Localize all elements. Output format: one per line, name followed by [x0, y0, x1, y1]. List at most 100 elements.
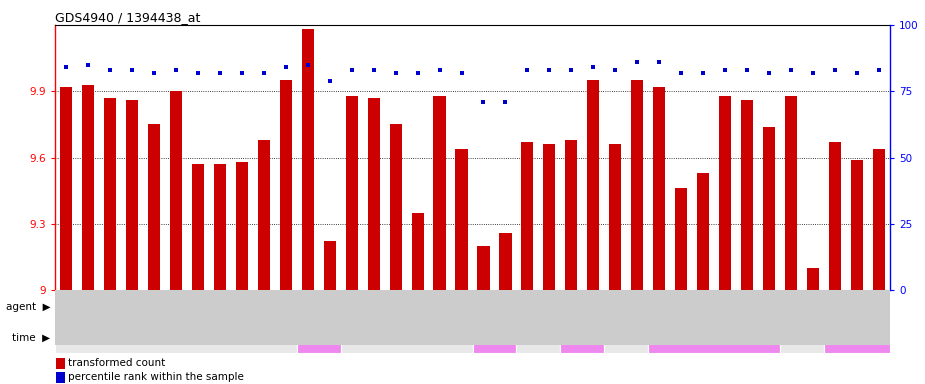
Bar — [55, 292, 165, 322]
Point — [322, 78, 337, 84]
Text: 6 h: 6 h — [487, 333, 502, 343]
Point — [652, 59, 667, 65]
Bar — [604, 323, 648, 353]
Text: 168 h: 168 h — [842, 333, 872, 343]
Bar — [60, 87, 72, 290]
Bar — [807, 268, 820, 290]
Bar — [346, 96, 358, 290]
Point — [191, 70, 205, 76]
Bar — [148, 124, 160, 290]
Bar — [82, 84, 94, 290]
Text: vehicle: vehicle — [212, 302, 250, 312]
Point — [103, 67, 117, 73]
Point — [234, 70, 249, 76]
Bar — [587, 80, 599, 290]
Text: 72 h: 72 h — [703, 333, 726, 343]
Bar — [648, 323, 780, 353]
Bar — [191, 164, 204, 290]
Bar — [873, 149, 885, 290]
Point — [146, 70, 161, 76]
Point — [673, 70, 688, 76]
Bar — [367, 98, 379, 290]
Text: agent  ▶: agent ▶ — [6, 302, 50, 312]
Point — [410, 70, 425, 76]
Bar — [170, 91, 182, 290]
Text: transformed count: transformed count — [68, 358, 165, 368]
Point — [58, 65, 73, 71]
Bar — [104, 98, 116, 290]
Bar — [214, 164, 226, 290]
Bar — [675, 189, 687, 290]
Text: soman: soman — [576, 302, 610, 312]
Point — [388, 70, 403, 76]
Text: 12 h: 12 h — [527, 333, 550, 343]
Point — [454, 70, 469, 76]
Bar — [697, 173, 709, 290]
Point — [696, 70, 710, 76]
Point — [564, 67, 579, 73]
Text: control: control — [157, 333, 194, 343]
Bar — [522, 142, 534, 290]
Point — [520, 67, 535, 73]
Bar — [434, 96, 446, 290]
Bar — [780, 323, 824, 353]
Point — [256, 70, 271, 76]
Text: naive: naive — [95, 302, 124, 312]
Bar — [236, 162, 248, 290]
Bar — [561, 323, 604, 353]
Bar — [851, 160, 863, 290]
Point — [213, 70, 228, 76]
Point — [476, 99, 491, 105]
Point — [301, 62, 315, 68]
Bar — [297, 292, 890, 322]
Bar — [610, 144, 622, 290]
Bar — [500, 233, 512, 290]
Point — [278, 65, 293, 71]
Bar — [719, 96, 732, 290]
Bar — [279, 80, 291, 290]
Point — [630, 59, 645, 65]
Bar — [516, 323, 561, 353]
Point — [828, 67, 843, 73]
Bar — [412, 213, 424, 290]
Point — [806, 70, 820, 76]
Bar — [741, 100, 753, 290]
Bar — [302, 30, 314, 290]
Bar — [56, 372, 65, 382]
Bar — [785, 96, 797, 290]
Text: GDS4940 / 1394438_at: GDS4940 / 1394438_at — [55, 11, 201, 24]
Point — [740, 67, 755, 73]
Text: 3 h: 3 h — [399, 333, 414, 343]
Point — [168, 67, 183, 73]
Bar — [829, 142, 841, 290]
Bar — [763, 127, 775, 290]
Point — [718, 67, 733, 73]
Bar — [631, 80, 644, 290]
Point — [125, 67, 140, 73]
Point — [871, 67, 886, 73]
Text: time  ▶: time ▶ — [12, 333, 50, 343]
Point — [344, 67, 359, 73]
Bar — [455, 149, 467, 290]
Point — [80, 62, 95, 68]
Point — [850, 70, 865, 76]
Text: 1 h: 1 h — [311, 333, 327, 343]
Point — [432, 67, 447, 73]
Text: 24 h: 24 h — [571, 333, 594, 343]
Point — [542, 67, 557, 73]
Bar — [389, 124, 401, 290]
Text: percentile rank within the sample: percentile rank within the sample — [68, 372, 243, 382]
Bar — [258, 140, 270, 290]
Bar — [55, 323, 297, 353]
Bar — [165, 292, 297, 322]
Point — [608, 67, 623, 73]
Point — [783, 67, 798, 73]
Bar — [324, 242, 336, 290]
Point — [762, 70, 777, 76]
Text: 48 h: 48 h — [615, 333, 638, 343]
Bar — [477, 246, 489, 290]
Point — [586, 65, 600, 71]
Bar — [297, 323, 340, 353]
Bar — [473, 323, 516, 353]
Bar — [340, 323, 473, 353]
